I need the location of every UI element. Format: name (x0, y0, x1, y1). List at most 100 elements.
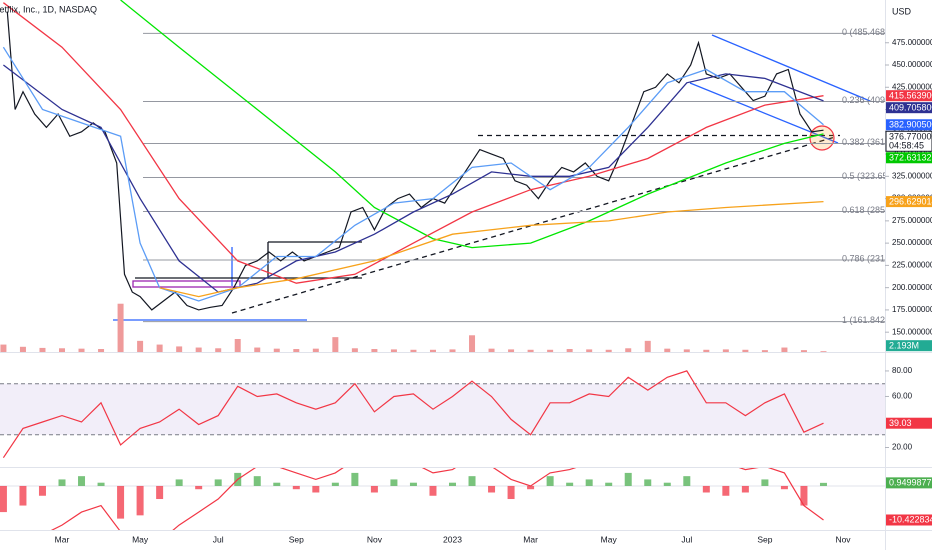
highlight-circle (809, 125, 835, 151)
volume-bar (508, 349, 515, 352)
price-badge-label: 415.5639000 (889, 90, 932, 100)
fib-label: 0.618 (285.4 (842, 205, 893, 215)
volume-bar (371, 349, 378, 352)
price-badge (886, 477, 932, 489)
volume-bar (78, 348, 85, 352)
histogram-bar (488, 485, 496, 493)
volume-bar (488, 348, 495, 352)
volume-bar (137, 340, 144, 352)
price-badge-label: 376.7700000 (889, 131, 932, 141)
histogram-bar (38, 485, 46, 496)
volume-bar (254, 347, 261, 352)
trend-line (231, 136, 836, 314)
histogram-bar (331, 482, 339, 486)
histogram-bar (351, 472, 359, 486)
histogram-bar (58, 479, 66, 486)
y-tick-label: 475.0000000 (892, 38, 932, 47)
volume-bar (722, 349, 729, 352)
volume-bar (820, 351, 827, 352)
y-tick-label: 425.0000000 (892, 82, 932, 91)
volume-bar (429, 349, 436, 352)
price-pane: 0 (485.468250 0.236 (409.0 0.382 (361.8 0.5… (0, 0, 900, 352)
histogram-bar (507, 485, 515, 500)
x-tick-label: May (132, 534, 149, 544)
series-line (159, 200, 824, 298)
price-badge (886, 152, 932, 164)
y-tick-label: 325.0000000 (892, 171, 932, 180)
histogram-bar (585, 479, 593, 486)
series-line (120, 0, 824, 249)
x-tick-label: Sep (289, 534, 304, 544)
fib-label: 0.382 (361.8 (842, 137, 893, 147)
y-tick-label: 275.0000000 (892, 216, 932, 225)
channel-line (711, 34, 871, 102)
histogram-bar (527, 485, 535, 490)
y-tick-label: 150.0000000 (892, 327, 932, 336)
price-badge (886, 196, 932, 208)
price-badge (886, 119, 932, 131)
volume-bar (605, 349, 612, 352)
volume-bar (449, 349, 456, 352)
volume-bar (781, 347, 788, 352)
histogram-bar (449, 482, 456, 486)
histogram-bar (253, 476, 261, 486)
series-line (6, 11, 824, 311)
volume-bar (566, 349, 573, 352)
fib-label: 0.786 (231.0 (842, 253, 893, 263)
fib-label: 1 (161.84253 (842, 315, 895, 325)
countdown-label: 04:58:45 (889, 141, 924, 151)
histogram-bar (214, 479, 222, 486)
histogram-bar (429, 485, 437, 496)
range-box (132, 280, 241, 288)
y-tick-label: 200.0000000 (892, 283, 932, 292)
x-tick-label: May (601, 534, 618, 544)
volume-bar (703, 349, 710, 352)
x-tick-label: Sep (757, 534, 772, 544)
histogram-bar (175, 479, 183, 486)
histogram-bar (370, 485, 378, 493)
y-tick-label: 20.00 (892, 443, 913, 452)
volume-bar (156, 344, 163, 352)
y-tick-label: 450.0000000 (892, 60, 932, 69)
volume-bar (332, 337, 339, 352)
fib-label: 0 (485.468250 (842, 27, 900, 37)
histogram-bar (800, 485, 808, 506)
histogram-bar (683, 476, 691, 486)
volume-bar (293, 349, 300, 352)
macd-pane (0, 468, 885, 530)
volume-bar (586, 349, 593, 352)
volume-bar (800, 350, 807, 352)
x-tick-label: Jul (213, 534, 224, 544)
y-tick-label: 60.00 (892, 392, 913, 401)
histogram-bar (566, 482, 574, 486)
fib-label: 0.5 (323.655 (842, 171, 893, 181)
price-badge-label: 372.6313250 (889, 152, 932, 162)
volume-bar (625, 348, 632, 352)
volume-badge (886, 340, 932, 352)
histogram-bar (312, 485, 320, 493)
chart-title: Netflix, Inc., 1D, NASDAQ (0, 4, 97, 14)
histogram-bar (195, 485, 203, 490)
histogram-bar (19, 485, 27, 506)
histogram-bar (546, 476, 554, 486)
rsi-band (0, 383, 885, 435)
volume-bar (0, 344, 7, 352)
histogram-bar (468, 476, 476, 486)
histogram-bar (819, 482, 827, 486)
histogram-bar (273, 482, 281, 486)
volume-bar (410, 349, 417, 352)
histogram-bar (644, 479, 652, 486)
currency-label: USD (892, 6, 912, 16)
volume-bar (761, 350, 768, 352)
y-tick-label: 80.00 (892, 366, 913, 375)
volume-bar (39, 347, 46, 352)
price-badge-label: 382.9005000 (889, 119, 932, 129)
price-badge-label: 296.6290147 (889, 196, 932, 206)
histogram-bar (722, 485, 730, 496)
volume-bar (742, 349, 749, 352)
volume-badge-label: 2.193M (889, 340, 919, 350)
price-badge (886, 90, 932, 102)
volume-bar (59, 348, 65, 352)
x-tick-label: 2023 (443, 534, 462, 544)
histogram-bar (605, 482, 613, 486)
